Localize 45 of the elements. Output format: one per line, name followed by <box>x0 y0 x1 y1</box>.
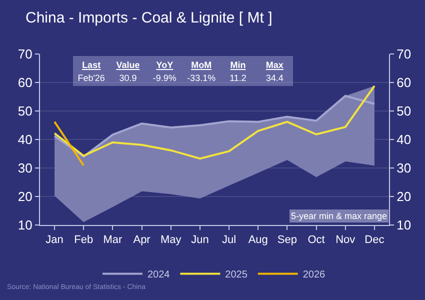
legend-label: 2024 <box>148 270 170 281</box>
annotation: 11.2 <box>228 72 248 82</box>
x-tick-label: Nov <box>336 234 356 246</box>
legend-label: 2025 <box>225 270 248 281</box>
annotation: 34.4 <box>264 72 284 82</box>
y-tick-label: 40 <box>18 132 32 148</box>
annotation: 30.9 <box>118 72 138 82</box>
annotation: Last <box>81 60 102 70</box>
annotation: -9.9% <box>152 72 178 82</box>
chart-title: China - Imports - Coal & Lignite [ Mt ] <box>26 10 272 26</box>
x-tick-label: Jun <box>191 234 209 246</box>
annotation: Value <box>115 60 141 70</box>
x-tick-label: Aug <box>248 234 268 246</box>
x-tick-label: Jul <box>222 234 236 246</box>
y2-tick-label: 30 <box>396 160 412 176</box>
x-tick-label: Feb <box>74 234 94 246</box>
x-tick-label: Mar <box>103 234 123 246</box>
x-tick-label: Jan <box>46 234 64 246</box>
line-series <box>54 94 376 158</box>
annotation: Feb'26 <box>76 72 106 82</box>
y-tick-label: 10 <box>18 218 32 233</box>
y2-tick-label: 10 <box>396 218 412 233</box>
x-tick-label: Oct <box>308 234 325 246</box>
annotation: -33.1% <box>186 72 217 82</box>
text: 5-year min & max range <box>291 211 388 221</box>
y-tick-label: 70 <box>18 46 32 62</box>
x-tick-label: Dec <box>364 234 385 246</box>
y-tick-label: 30 <box>18 160 32 176</box>
y2-tick-label: 60 <box>396 75 412 90</box>
annotation: MoM <box>190 60 213 70</box>
y2-tick-label: 50 <box>396 104 412 119</box>
x-tick-label: Sep <box>277 234 297 246</box>
x-tick-label: Apr <box>133 234 151 246</box>
y2-tick-label: 40 <box>396 132 412 148</box>
y2-tick-label: 20 <box>396 189 412 204</box>
annotation: YoY <box>155 60 174 70</box>
y-tick-label: 20 <box>18 189 32 204</box>
annotation: Min <box>229 60 247 70</box>
annotation: Max <box>264 60 284 70</box>
y-tick-label: 50 <box>18 104 32 119</box>
y-tick-label: 60 <box>18 75 32 90</box>
legend-label: 2026 <box>302 270 326 281</box>
x-tick-label: May <box>160 234 182 246</box>
line-series <box>54 84 376 160</box>
y2-tick-label: 70 <box>396 46 412 62</box>
